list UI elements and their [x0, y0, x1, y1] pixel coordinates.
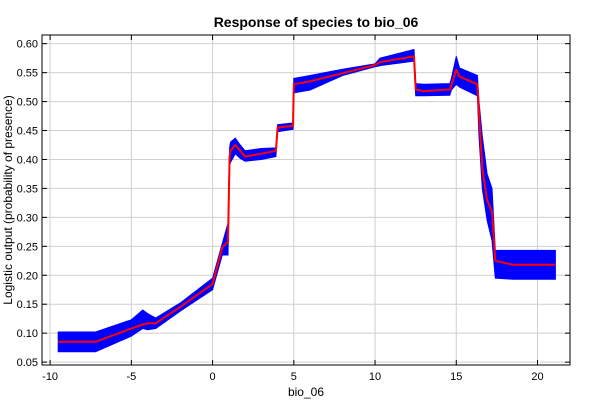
y-tick-label: 0.45: [17, 126, 38, 138]
y-tick-label: 0.50: [17, 97, 38, 109]
chart-title: Response of species to bio_06: [214, 14, 419, 30]
confidence-band-area: [57, 48, 556, 353]
y-tick-label: 0.60: [17, 39, 38, 51]
y-tick-label: 0.40: [17, 154, 38, 166]
x-tick-label: -10: [42, 371, 58, 383]
plot-frame: [41, 34, 571, 366]
x-tick-label: 10: [369, 371, 381, 383]
x-tick-label: -5: [126, 371, 136, 383]
y-tick-label: 0.10: [17, 328, 38, 340]
mean-response-line: [58, 55, 556, 343]
y-tick-label: 0.15: [17, 299, 38, 311]
confidence-band: [57, 48, 556, 353]
y-tick-label: 0.30: [17, 212, 38, 224]
y-tick-label: 0.05: [17, 357, 38, 369]
y-axis-label: Logistic output (probability of presence…: [1, 95, 15, 304]
y-tick-label: 0.20: [17, 270, 38, 282]
y-tick-label: 0.55: [17, 68, 38, 80]
y-tick-label: 0.25: [17, 241, 38, 253]
y-tick-label: 0.35: [17, 183, 38, 195]
x-axis-label: bio_06: [288, 385, 324, 399]
x-tick-label: 5: [291, 371, 297, 383]
x-tick-label: 20: [531, 371, 543, 383]
ticks: -10 -5 0 5 10 15 20 0.05 0.10 0.15 0.20 0.25 0.30 0.3…: [17, 35, 570, 383]
x-tick-label: 15: [450, 371, 462, 383]
x-tick-label: 0: [210, 371, 216, 383]
mean-line: [58, 55, 556, 343]
